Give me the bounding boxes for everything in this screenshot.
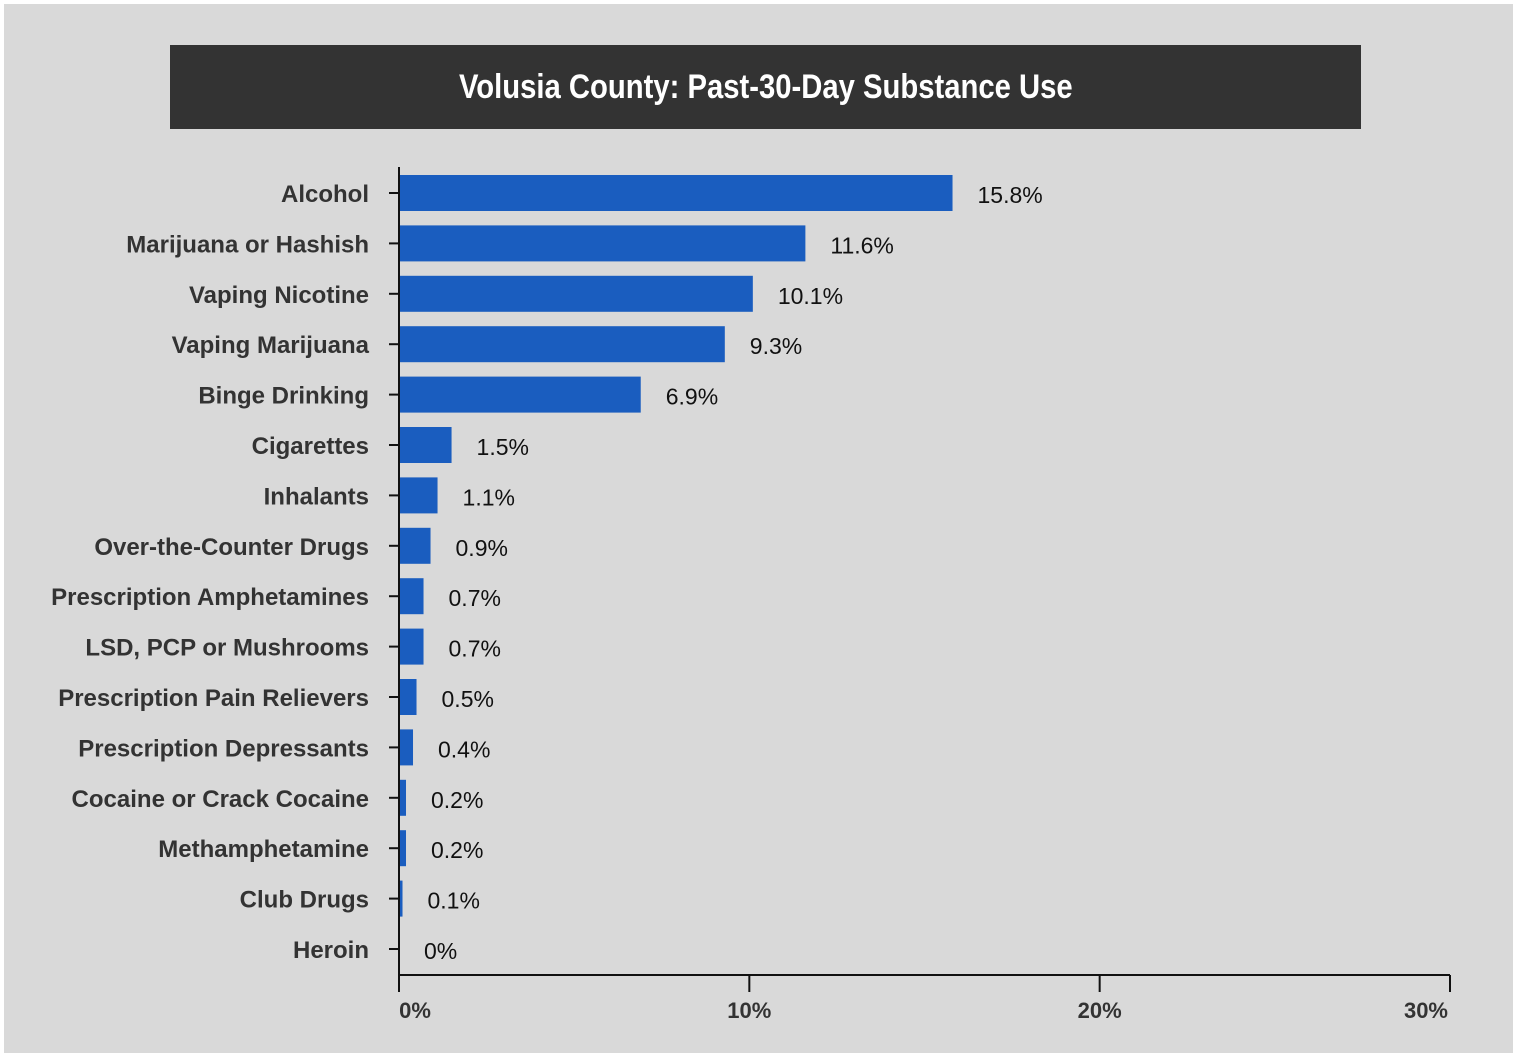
value-label: 0.9% [456, 535, 508, 561]
category-label: Vaping Nicotine [189, 282, 369, 309]
bar [399, 175, 953, 211]
category-label: Prescription Depressants [78, 735, 369, 762]
bar [399, 275, 753, 312]
bar [399, 628, 424, 665]
bar [399, 527, 431, 564]
bar [399, 779, 407, 816]
bar [399, 477, 438, 514]
x-tick-label: 20% [1078, 998, 1122, 1023]
bar [399, 326, 725, 363]
value-label: 9.3% [750, 333, 802, 359]
category-label: LSD, PCP or Mushrooms [85, 635, 369, 662]
bar [399, 880, 403, 917]
bar [399, 578, 424, 615]
value-label: 0.7% [449, 636, 501, 662]
bar [399, 225, 806, 262]
bar [399, 376, 641, 413]
value-label: 1.5% [477, 434, 529, 460]
value-label: 0.7% [449, 585, 501, 611]
category-label: Prescription Amphetamines [51, 584, 369, 611]
value-label: 10.1% [778, 283, 843, 309]
x-tick-label: 10% [727, 998, 771, 1023]
category-label: Vaping Marijuana [172, 332, 370, 359]
category-label: Prescription Pain Relievers [58, 685, 369, 712]
x-tick-label: 0% [399, 998, 431, 1023]
category-label: Heroin [293, 937, 369, 964]
bar [399, 729, 414, 766]
value-label: 0.2% [431, 787, 483, 813]
value-label: 1.1% [463, 484, 515, 510]
category-label: Over-the-Counter Drugs [94, 534, 369, 561]
value-label: 11.6% [830, 232, 894, 258]
category-label: Cocaine or Crack Cocaine [72, 786, 369, 813]
category-label: Alcohol [281, 181, 369, 208]
value-label: 6.9% [666, 384, 718, 410]
chart-title-bar: Volusia County: Past-30-Day Substance Us… [170, 45, 1361, 129]
bar [399, 830, 407, 867]
category-label: Cigarettes [252, 433, 369, 460]
chart-title: Volusia County: Past-30-Day Substance Us… [458, 67, 1073, 106]
value-label: 0% [424, 938, 457, 964]
category-label: Binge Drinking [198, 383, 369, 410]
value-label: 15.8% [978, 182, 1043, 208]
category-label: Marijuana or Hashish [126, 231, 369, 258]
bar [399, 679, 417, 715]
category-label: Inhalants [264, 483, 369, 510]
value-label: 0.4% [438, 736, 490, 762]
category-label: Methamphetamine [158, 836, 369, 863]
value-label: 0.1% [428, 888, 480, 914]
bar [399, 427, 452, 463]
category-label: Club Drugs [240, 887, 369, 914]
value-label: 0.5% [442, 686, 494, 712]
x-tick-label: 30% [1404, 998, 1448, 1023]
value-label: 0.2% [431, 837, 483, 863]
